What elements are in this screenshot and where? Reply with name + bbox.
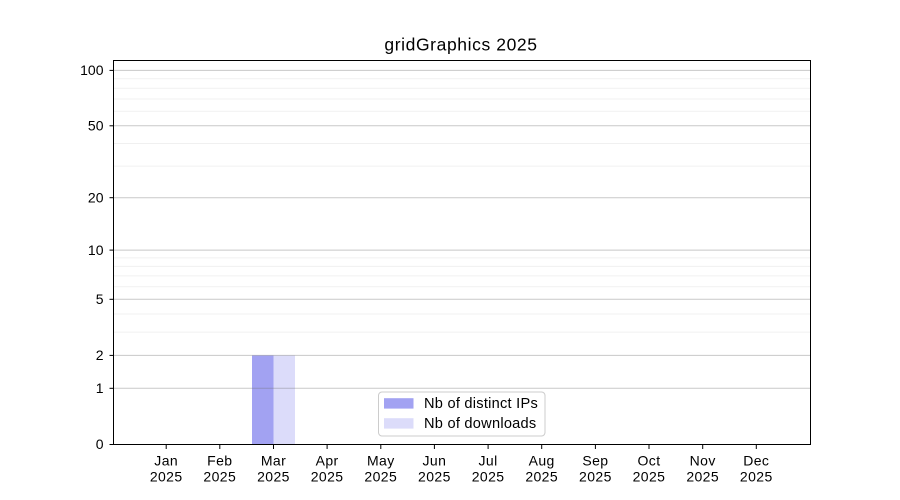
svg-text:2025: 2025 [525,469,558,485]
svg-text:0: 0 [96,436,104,452]
svg-text:Mar: Mar [261,453,286,469]
svg-text:2025: 2025 [150,469,183,485]
svg-text:Jun: Jun [423,453,447,469]
svg-text:gridGraphics 2025: gridGraphics 2025 [384,35,537,55]
svg-text:50: 50 [88,118,104,134]
svg-text:Nb of distinct IPs: Nb of distinct IPs [424,396,538,412]
svg-text:2: 2 [96,347,104,363]
svg-text:Nb of downloads: Nb of downloads [424,416,536,432]
svg-text:Oct: Oct [638,453,661,469]
svg-text:Jan: Jan [154,453,178,469]
svg-text:2025: 2025 [364,469,397,485]
svg-text:1: 1 [96,380,104,396]
svg-text:2025: 2025 [311,469,344,485]
svg-text:2025: 2025 [472,469,505,485]
svg-text:2025: 2025 [418,469,451,485]
svg-text:Dec: Dec [743,453,769,469]
svg-text:2025: 2025 [686,469,719,485]
svg-text:2025: 2025 [257,469,290,485]
svg-text:May: May [367,453,395,469]
svg-text:2025: 2025 [740,469,773,485]
svg-text:Apr: Apr [316,453,339,469]
svg-text:Nov: Nov [690,453,716,469]
svg-text:100: 100 [80,62,104,78]
svg-text:20: 20 [88,189,104,205]
svg-text:2025: 2025 [579,469,612,485]
svg-text:2025: 2025 [203,469,236,485]
svg-text:10: 10 [88,242,104,258]
svg-text:Feb: Feb [207,453,232,469]
svg-text:Aug: Aug [529,453,555,469]
svg-text:Sep: Sep [582,453,608,469]
svg-text:5: 5 [96,291,104,307]
svg-text:2025: 2025 [633,469,666,485]
svg-text:Jul: Jul [479,453,498,469]
